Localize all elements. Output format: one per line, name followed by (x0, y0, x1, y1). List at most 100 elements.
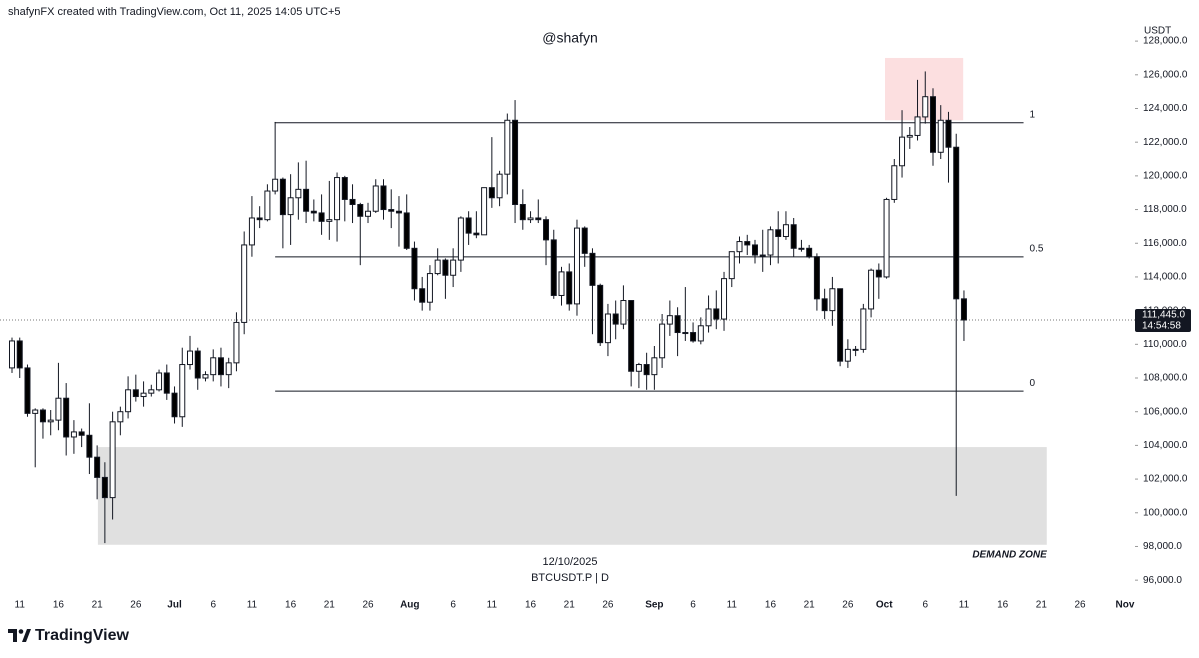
body (581, 227, 588, 254)
body (8, 340, 15, 369)
candle (16, 337, 23, 379)
candle (875, 263, 882, 299)
candle (481, 187, 488, 236)
x-tick-label: Aug (400, 600, 419, 611)
candle (573, 219, 580, 316)
body (945, 119, 952, 148)
candle (388, 189, 395, 229)
body (782, 224, 789, 238)
body (713, 308, 720, 320)
x-tick-label: 11 (727, 600, 738, 611)
x-tick-label: Jul (167, 600, 182, 611)
body (535, 217, 542, 221)
y-axis-label: USDT (1144, 26, 1171, 37)
candle (295, 162, 302, 220)
candle (852, 346, 859, 357)
body (39, 409, 46, 423)
candle (713, 290, 720, 330)
body (310, 210, 317, 214)
candle (63, 383, 70, 456)
candle (844, 339, 851, 368)
body (156, 372, 163, 391)
candle (759, 229, 766, 272)
header: shafynFX created with TradingView.com, O… (8, 6, 341, 18)
x-tick-label: 16 (53, 600, 65, 611)
candle (659, 314, 666, 368)
body (960, 298, 967, 321)
y-tick-label: 106,000.0 (1143, 406, 1188, 417)
logo-icon (8, 629, 31, 642)
body (287, 197, 294, 216)
candle (24, 364, 31, 417)
body (481, 187, 488, 236)
body (210, 357, 217, 376)
body (256, 217, 263, 221)
candle (612, 300, 619, 340)
candle (558, 266, 565, 306)
body (852, 348, 859, 351)
candle (581, 226, 588, 267)
candle (914, 79, 921, 141)
body (395, 210, 402, 214)
body (899, 136, 906, 167)
candle (465, 211, 472, 245)
candle (504, 113, 511, 195)
body (829, 288, 836, 312)
candle (736, 236, 743, 264)
body (751, 244, 758, 256)
body (70, 431, 77, 438)
candle (334, 172, 341, 242)
candle (868, 268, 875, 318)
x-tick-label: Sep (645, 600, 663, 611)
candle (117, 406, 124, 436)
x-tick-label: 11 (487, 600, 498, 611)
body (659, 323, 666, 359)
x-tick-label: Oct (876, 600, 893, 611)
candle (519, 189, 526, 230)
candle (210, 349, 217, 382)
body (844, 348, 851, 362)
body (860, 308, 867, 350)
candle (937, 105, 944, 160)
y-tick-label: 104,000.0 (1143, 440, 1188, 451)
body (806, 247, 813, 258)
body (837, 288, 844, 362)
candle (442, 258, 449, 299)
body (318, 212, 325, 222)
body (690, 332, 697, 342)
body (635, 364, 642, 372)
body (488, 187, 495, 199)
y-tick-label: 98,000.0 (1143, 541, 1182, 552)
countdown: 14:54:58 (1142, 321, 1181, 332)
x-tick-label: 6 (690, 600, 696, 611)
candle (94, 445, 101, 500)
candle (47, 410, 54, 436)
body (929, 96, 936, 153)
body (775, 229, 782, 238)
body (504, 119, 511, 175)
body (86, 434, 93, 458)
candle (395, 196, 402, 247)
body (140, 392, 147, 398)
body (620, 300, 627, 325)
candle (705, 295, 712, 333)
body (341, 177, 348, 200)
body (24, 367, 31, 414)
body (357, 204, 364, 217)
candle (535, 199, 542, 224)
body (434, 259, 441, 275)
candle (450, 248, 457, 288)
candle (457, 216, 464, 272)
candle (891, 159, 898, 203)
body (628, 300, 635, 372)
body (450, 259, 457, 276)
body (883, 198, 890, 278)
body (217, 357, 224, 376)
body (32, 409, 39, 414)
candle (148, 384, 155, 397)
candle (906, 127, 913, 149)
candle (697, 317, 704, 345)
candle (744, 234, 751, 256)
candle (604, 303, 611, 357)
body (790, 224, 797, 249)
